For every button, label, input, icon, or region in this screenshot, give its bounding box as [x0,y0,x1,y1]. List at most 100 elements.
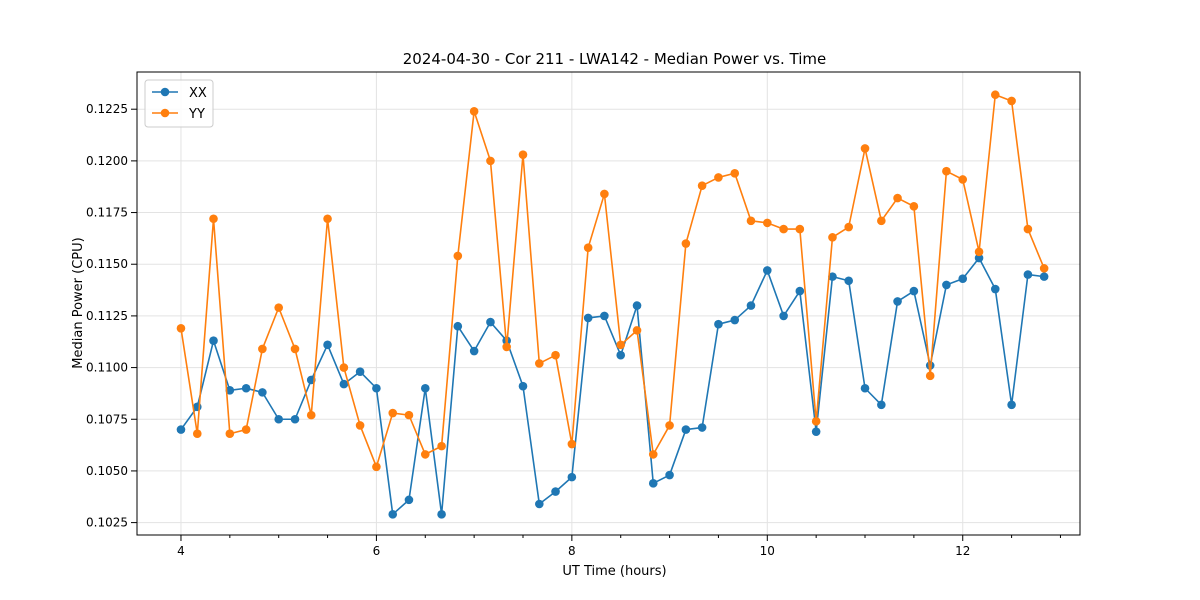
data-point-yy [209,214,218,224]
data-point-xx [616,350,626,360]
data-point-xx [877,400,886,410]
chart-title: 2024-04-30 - Cor 211 - LWA142 - Median P… [403,50,827,68]
x-tick-label: 4 [177,544,185,558]
data-point-xx [355,367,365,377]
data-point-yy [665,421,674,430]
data-point-yy [469,106,479,116]
x-tick-label: 8 [568,544,576,558]
data-point-xx [258,388,267,397]
data-point-xx [648,479,658,488]
data-point-yy [290,344,300,354]
data-point-yy [877,216,886,226]
legend-marker-xx [160,87,170,97]
y-tick-label: 0.1050 [86,464,128,478]
data-point-xx [1023,270,1033,279]
data-point-yy [225,429,235,439]
data-point-xx [665,470,674,480]
legend-marker-yy [160,108,170,118]
data-point-xx [290,414,300,424]
data-point-yy [420,450,430,459]
data-point-xx [274,414,283,424]
data-point-yy [355,421,365,430]
series-xx [176,253,1049,519]
data-point-xx [1039,272,1049,281]
data-point-yy [860,144,870,153]
y-tick-label: 0.1075 [86,412,128,426]
data-point-xx [942,280,951,290]
data-point-yy [909,202,919,211]
data-point-yy [714,173,723,182]
data-point-yy [274,303,283,312]
data-point-yy [974,247,984,257]
data-point-xx [893,297,902,306]
y-tick-label: 0.1100 [86,361,128,375]
data-point-yy [648,450,658,459]
data-point-xx [225,386,235,395]
data-point-xx [176,425,186,434]
data-point-xx [909,286,919,296]
data-point-yy [583,243,593,252]
data-point-yy [258,344,267,354]
data-point-xx [974,253,984,263]
data-point-xx [437,510,446,519]
data-point-xx [925,361,935,370]
legend-label-xx: XX [189,86,207,101]
data-point-xx [844,276,853,286]
data-point-xx [990,284,1000,294]
data-point-yy [844,222,853,232]
data-point-xx [486,317,495,327]
series-yy [176,90,1049,472]
data-point-yy [437,441,446,451]
data-point-yy [453,251,463,261]
y-tick-label: 0.1175 [86,206,128,220]
data-point-xx [828,272,837,281]
y-tick-label: 0.1225 [86,102,128,116]
data-point-xx [600,311,609,321]
legend-label-yy: YY [188,107,205,122]
data-point-xx [714,319,723,329]
plot-frame [136,71,1081,536]
y-tick-label: 0.1200 [86,154,128,168]
legend: XX YY [144,79,214,128]
data-point-yy [632,326,642,335]
data-point-yy [893,193,902,203]
data-point-yy [388,408,398,418]
data-point-yy [241,425,251,434]
data-point-xx [567,472,577,482]
x-tick-label: 12 [955,544,970,558]
data-point-yy [730,168,740,178]
data-point-yy [535,359,544,368]
data-point-yy [404,410,414,420]
x-axis-label: UT Time (hours) [562,564,666,579]
data-point-xx [453,321,463,331]
data-point-xx [779,311,788,321]
data-point-xx [681,425,691,434]
data-point-yy [518,150,528,159]
y-tick-label: 0.1125 [86,309,128,323]
data-point-xx [339,379,349,389]
data-point-xx [697,423,707,432]
data-point-xx [730,315,740,325]
data-point-yy [306,410,316,420]
data-point-xx [551,487,560,496]
data-point-xx [860,383,870,393]
data-point-xx [1007,400,1016,410]
data-point-yy [746,216,756,226]
x-tick-label: 10 [760,544,775,558]
data-point-yy [1007,96,1016,106]
data-point-yy [372,462,381,472]
data-point-xx [632,301,642,310]
y-axis: 0.1025 0.1050 0.1075 0.1100 0.1125 0.1150 0.11… [86,102,137,530]
data-point-yy [339,363,349,372]
data-point-yy [779,224,788,234]
data-point-yy [502,342,511,352]
data-point-xx [404,495,414,505]
data-point-yy [551,350,560,360]
y-tick-label: 0.1150 [86,257,128,271]
data-point-xx [795,286,805,296]
data-point-xx [518,381,528,391]
data-point-xx [469,346,479,356]
y-axis-label: Median Power (CPU) [71,237,86,368]
data-point-yy [1023,224,1033,234]
